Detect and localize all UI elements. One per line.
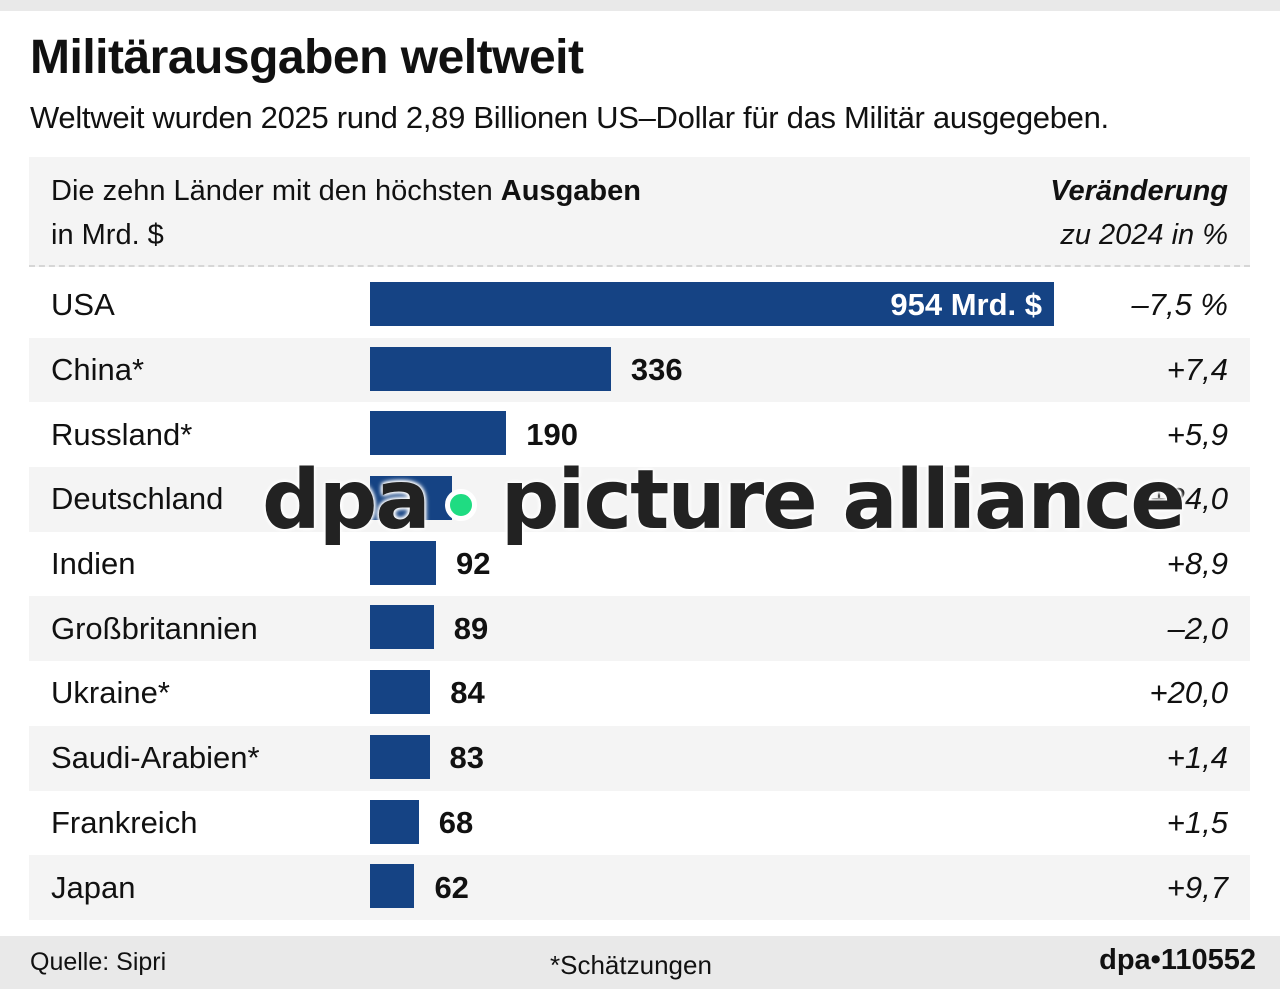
bar bbox=[370, 734, 430, 779]
table-row: Russland* 190 +5,9 bbox=[29, 402, 1250, 467]
footnote: *Schätzungen bbox=[550, 950, 712, 980]
graphic-code: dpa•110552 bbox=[1099, 944, 1256, 976]
watermark-right: picture alliance bbox=[500, 452, 1186, 548]
bar-value-label: 954 Mrd. $ bbox=[890, 287, 1042, 323]
change-value: +5,9 bbox=[1166, 416, 1228, 452]
bar-value-label: 336 bbox=[630, 352, 683, 388]
bar-value-label: 84 bbox=[450, 675, 485, 711]
bar bbox=[370, 605, 434, 650]
bar bbox=[370, 476, 452, 521]
header-left-prefix: Die zehn Länder mit den höchsten bbox=[51, 175, 501, 207]
bar bbox=[370, 864, 415, 909]
bar-value-label: 89 bbox=[453, 610, 489, 646]
header-unit: in Mrd. $ bbox=[51, 219, 164, 251]
table-row: Japan 62 +9,7 bbox=[29, 855, 1250, 920]
table-row: China* 336 +7,4 bbox=[29, 337, 1250, 403]
bar bbox=[370, 411, 507, 456]
table-row: Deutschland +24,0 bbox=[29, 467, 1250, 532]
change-value: +8,9 bbox=[1166, 546, 1228, 582]
table-header: Die zehn Länder mit den höchsten Ausgabe… bbox=[29, 157, 1250, 267]
country-label: Russland* bbox=[51, 416, 193, 452]
bar-value-label: 83 bbox=[449, 740, 484, 776]
top-bar bbox=[0, 0, 1280, 11]
source-label: Quelle: Sipri bbox=[30, 948, 167, 976]
country-label: Saudi-Arabien* bbox=[51, 740, 260, 776]
country-label: Frankreich bbox=[51, 804, 198, 840]
bar-value-label: 92 bbox=[455, 546, 491, 582]
country-label: USA bbox=[51, 287, 115, 323]
watermark-left: dpa bbox=[262, 452, 431, 548]
change-value: +9,7 bbox=[1166, 869, 1228, 905]
change-value: +7,4 bbox=[1166, 352, 1228, 388]
change-value: +24,0 bbox=[1149, 481, 1228, 517]
table-row: Großbritannien 89 –2,0 bbox=[29, 596, 1250, 662]
country-label: Indien bbox=[51, 546, 136, 582]
bar bbox=[370, 282, 1054, 326]
table-row: USA 954 Mrd. $ –7,5 % bbox=[29, 273, 1250, 338]
bar-value-label: 62 bbox=[434, 869, 469, 905]
table-row: Indien 92 +8,9 bbox=[29, 532, 1250, 597]
change-value: –2,0 bbox=[1167, 610, 1228, 646]
bar-rows: USA 954 Mrd. $ –7,5 % China* 336 +7,4 Russland… bbox=[29, 273, 1250, 920]
table-row: Saudi-Arabien* 83 +1,4 bbox=[29, 725, 1250, 791]
chart-title: Militärausgaben weltweit bbox=[30, 31, 584, 84]
bar-value-label: 68 bbox=[438, 804, 474, 840]
change-value: +1,5 bbox=[1166, 804, 1228, 840]
table-row: Ukraine* 84 +20,0 bbox=[29, 661, 1250, 726]
change-value: +20,0 bbox=[1149, 675, 1228, 711]
table-row: Frankreich 68 +1,5 bbox=[29, 791, 1250, 856]
header-left: Die zehn Länder mit den höchsten Ausgabe… bbox=[51, 169, 641, 257]
bar bbox=[370, 540, 436, 585]
header-change-title: Veränderung bbox=[1050, 175, 1228, 207]
chart-subtitle: Weltweit wurden 2025 rund 2,89 Billionen… bbox=[30, 100, 1109, 135]
change-value: +1,4 bbox=[1166, 740, 1228, 776]
change-value: –7,5 % bbox=[1131, 287, 1228, 323]
header-right: Veränderung zu 2024 in % bbox=[1050, 169, 1228, 257]
header-left-bold: Ausgaben bbox=[500, 175, 641, 207]
watermark-dot-icon bbox=[444, 489, 477, 521]
footer: Quelle: Sipri *Schätzungen dpa•110552 bbox=[0, 936, 1280, 989]
country-label: Deutschland bbox=[51, 481, 224, 517]
bar bbox=[370, 346, 611, 391]
bar bbox=[370, 799, 419, 844]
bar-value-label: 190 bbox=[526, 416, 578, 452]
country-label: Ukraine* bbox=[51, 675, 170, 711]
country-label: Japan bbox=[51, 869, 136, 905]
chart-panel: Die zehn Länder mit den höchsten Ausgabe… bbox=[29, 157, 1250, 920]
country-label: Großbritannien bbox=[51, 610, 258, 646]
watermark: dpa picture alliance bbox=[262, 450, 1186, 550]
country-label: China* bbox=[51, 352, 145, 388]
header-change-sub: zu 2024 in % bbox=[1060, 219, 1228, 251]
bar bbox=[370, 670, 431, 715]
